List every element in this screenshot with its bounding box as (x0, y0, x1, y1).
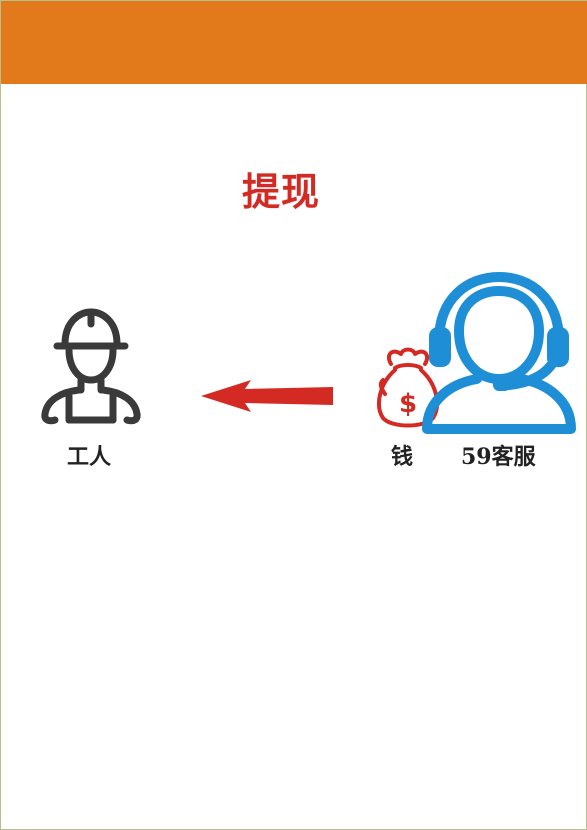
construction-worker-icon (41, 308, 141, 425)
header-bar (1, 1, 587, 84)
customer-service-headset-icon (422, 272, 576, 434)
left-arrow-icon (201, 380, 333, 412)
worker-label: 工人 (67, 444, 112, 470)
svg-text:$: $ (399, 389, 417, 419)
page-title: 提现 (241, 169, 320, 214)
money-bag-icon: $ (377, 347, 439, 428)
money-label: 钱 (391, 444, 414, 470)
agent-label: 59客服 (461, 444, 536, 470)
